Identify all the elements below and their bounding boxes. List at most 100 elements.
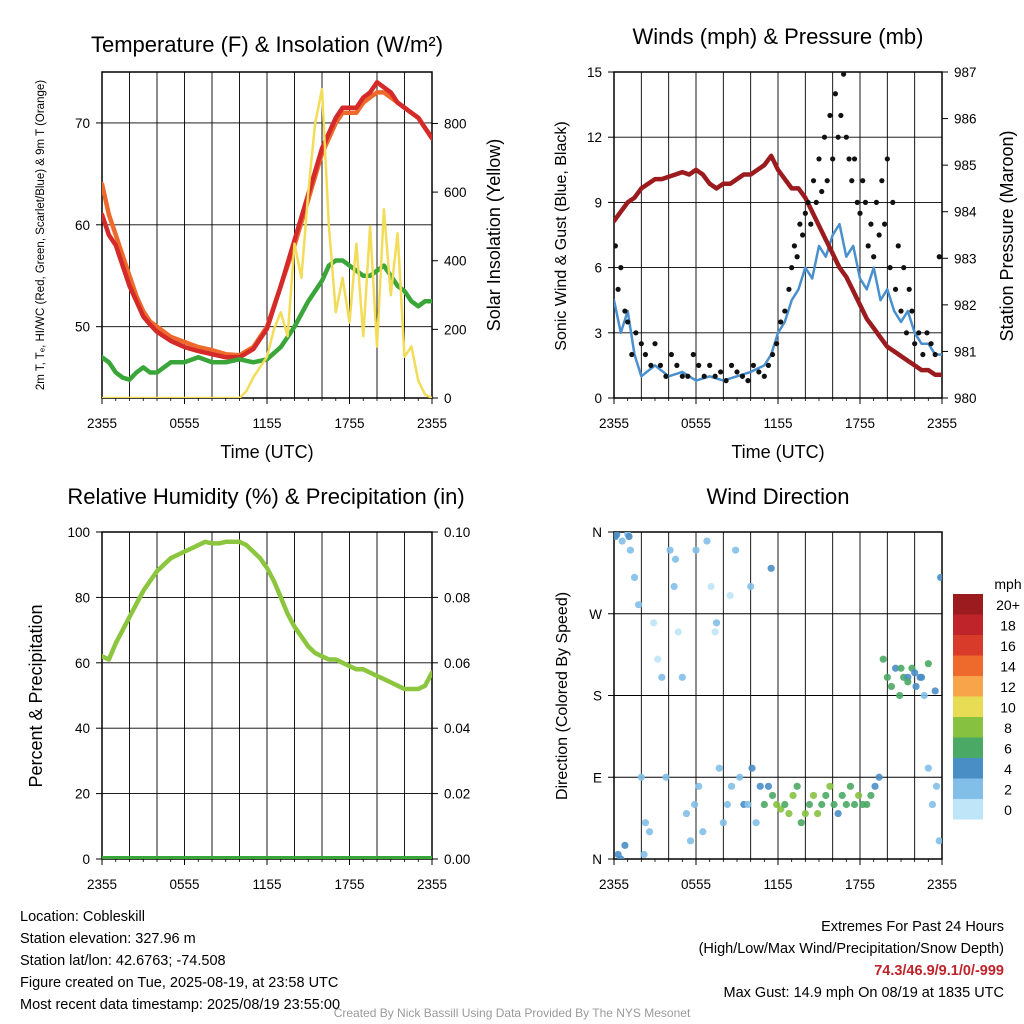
winds-gust-point	[865, 243, 871, 249]
direction-xtick-label: 0555	[681, 877, 711, 892]
direction-direction-point	[726, 591, 734, 600]
winds-gust-point	[679, 373, 685, 379]
winds-gust-point	[906, 286, 912, 292]
winds-gust-point	[901, 265, 907, 271]
direction-direction-point	[846, 782, 855, 790]
winds-gust-point	[707, 362, 713, 368]
direction-direction-point	[723, 800, 732, 809]
legend-label-8: 8	[1004, 720, 1012, 736]
direction-direction-point	[863, 800, 871, 809]
direction-direction-point	[768, 791, 777, 800]
direction-direction-point	[692, 546, 700, 554]
winds-gust-point	[618, 265, 624, 271]
winds-y2tick-label: 986	[954, 112, 977, 127]
direction-direction-point	[645, 828, 654, 836]
direction-direction-point	[711, 628, 719, 636]
winds-gust-point	[750, 362, 757, 368]
winds-gust-point	[642, 351, 649, 358]
winds-gust-point	[625, 319, 631, 325]
temperature-y2tick-label: 800	[444, 116, 467, 131]
humidity-plot-area	[102, 539, 432, 859]
humidity-ytick-label: 100	[67, 525, 90, 540]
direction-xtick-label: 2355	[599, 877, 629, 892]
winds-gust-point	[648, 362, 654, 368]
winds-panel: Winds (mph) & Pressure (mb) Sonic Wind &…	[553, 24, 1017, 462]
winds-ytick-label: 9	[594, 195, 602, 210]
winds-gust-point	[876, 232, 882, 238]
humidity-ytick-label: 0	[82, 852, 90, 867]
winds-gust-point	[909, 308, 915, 314]
direction-ytick-label: N	[592, 525, 602, 540]
humidity-ytick-label: 60	[75, 656, 90, 671]
direction-direction-point	[830, 800, 838, 809]
humidity-xtick-label: 1155	[252, 877, 281, 892]
winds-gust-point	[830, 156, 836, 162]
winds-gust-point	[843, 134, 849, 140]
winds-y2tick-label: 985	[954, 158, 977, 173]
winds-gust-point	[712, 373, 718, 379]
direction-direction-point	[695, 782, 703, 790]
direction-direction-point	[666, 546, 674, 554]
direction-direction-point	[883, 673, 891, 681]
direction-plot-area	[614, 532, 942, 859]
winds-gust-point	[868, 221, 874, 227]
direction-direction-point	[614, 532, 621, 539]
direction-direction-point	[703, 537, 711, 545]
direction-direction-point	[801, 809, 809, 818]
direction-direction-point	[670, 582, 678, 591]
legend-swatch-10	[953, 696, 983, 717]
legend-swatch-6	[953, 737, 983, 758]
direction-direction-point	[917, 673, 926, 681]
direction-direction-point	[617, 855, 625, 859]
winds-gust-point	[849, 178, 855, 184]
extremes-values: 74.3/46.9/9.1/0/-999	[874, 963, 1004, 979]
direction-direction-point	[875, 773, 883, 781]
direction-direction-point	[932, 782, 941, 790]
direction-direction-point	[686, 837, 695, 845]
direction-direction-point	[842, 800, 850, 809]
direction-direction-point	[658, 673, 666, 681]
humidity-y2tick-label: 0.08	[444, 590, 470, 605]
direction-direction-point	[699, 828, 707, 836]
winds-gust-point	[765, 362, 772, 368]
winds-gust-point	[791, 243, 798, 249]
legend-label-20+: 20+	[996, 597, 1020, 613]
winds-gust-point	[808, 221, 814, 227]
humidity-y2tick-label: 0.10	[444, 525, 470, 540]
winds-gust-point	[879, 178, 885, 184]
humidity-xtick-label: 2355	[417, 877, 447, 892]
humidity-y2tick-label: 0.06	[444, 656, 470, 671]
direction-direction-point	[896, 691, 904, 700]
direction-direction-point	[871, 782, 879, 790]
legend-swatch-16	[953, 635, 983, 656]
legend-swatch-20+	[953, 594, 983, 615]
winds-ylabel-left: Sonic Wind & Gust (Blue, Black)	[553, 121, 570, 350]
legend-swatch-2	[953, 778, 983, 799]
winds-y2tick-label: 983	[954, 251, 977, 266]
humidity-xtick-label: 1755	[334, 877, 364, 892]
humidity-y2tick-label: 0.00	[444, 852, 470, 867]
temperature-xtick-label: 1755	[334, 416, 364, 431]
winds-gust-point	[734, 369, 740, 375]
winds-gust-point	[916, 330, 922, 336]
humidity-panel: Relative Humidity (%) & Precipitation (i…	[26, 484, 471, 892]
winds-series-line-0	[614, 222, 942, 382]
winds-gust-point	[701, 373, 707, 379]
direction-direction-point	[838, 791, 846, 800]
winds-gust-point	[871, 254, 877, 260]
winds-xlabel: Time (UTC)	[731, 442, 824, 462]
winds-gust-point	[819, 188, 825, 195]
direction-direction-point	[822, 791, 830, 800]
winds-gust-point	[685, 373, 691, 379]
extremes-title: Extremes For Past 24 Hours	[821, 919, 1004, 935]
direction-direction-point	[920, 691, 928, 700]
direction-direction-point	[732, 546, 740, 554]
winds-gust-point	[782, 308, 788, 314]
winds-gust-point	[718, 369, 724, 375]
temperature-title: Temperature (F) & Insolation (W/m²)	[91, 32, 443, 57]
direction-direction-point	[793, 782, 801, 790]
temperature-xtick-label: 2355	[87, 416, 117, 431]
temperature-series-line-2	[102, 258, 432, 382]
winds-xtick-label: 1155	[763, 416, 792, 431]
direction-direction-point	[748, 764, 756, 772]
